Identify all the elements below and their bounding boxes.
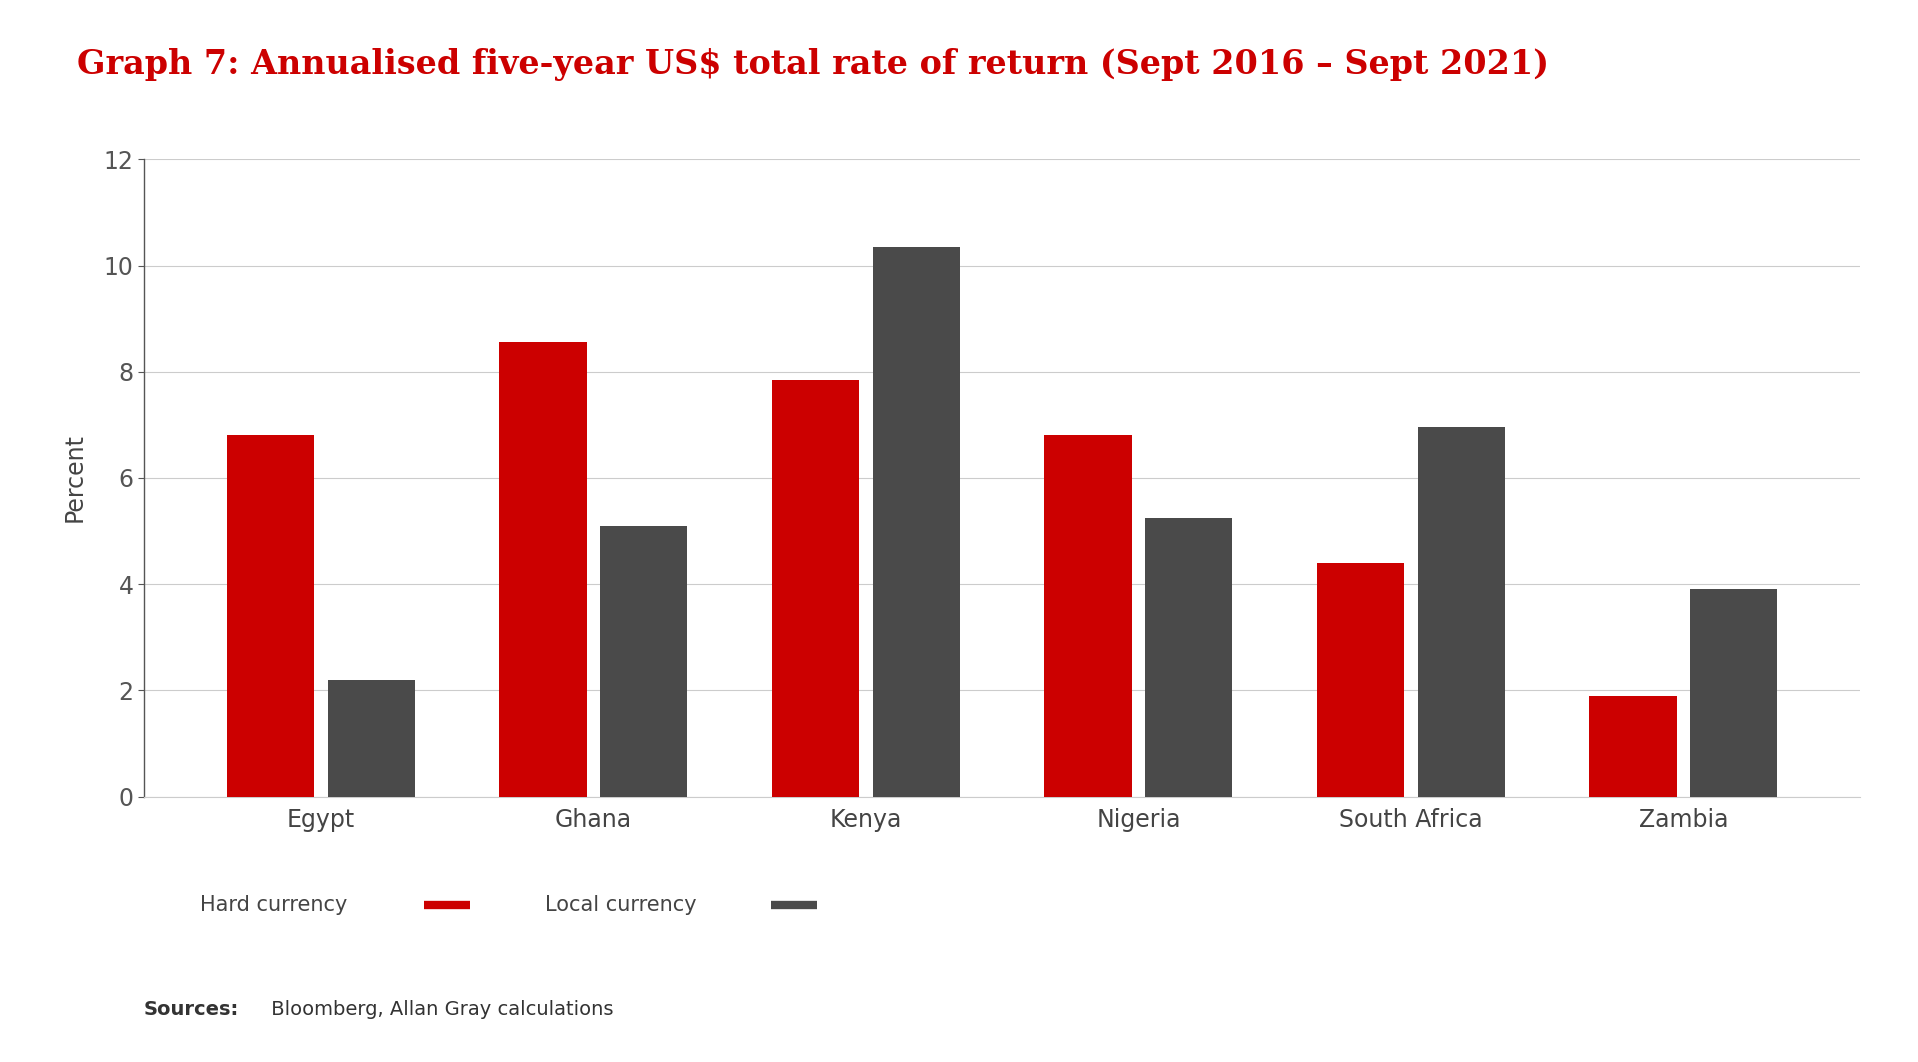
Bar: [499, 342, 587, 796]
Bar: [873, 247, 959, 796]
Bar: [328, 680, 414, 796]
Bar: [600, 526, 687, 796]
Bar: [1045, 435, 1132, 796]
Text: Sources:: Sources:: [144, 1000, 240, 1020]
Bar: [1690, 589, 1778, 796]
Text: Graph 7: Annualised five-year US$ total rate of return (Sept 2016 – Sept 2021): Graph 7: Annualised five-year US$ total …: [77, 48, 1548, 81]
Text: Hard currency: Hard currency: [199, 895, 347, 915]
Bar: [1145, 518, 1233, 796]
Bar: [1590, 696, 1676, 796]
Text: Local currency: Local currency: [545, 895, 696, 915]
Y-axis label: Percent: Percent: [63, 433, 86, 523]
Bar: [1318, 563, 1404, 796]
Bar: [1417, 428, 1506, 796]
Text: Bloomberg, Allan Gray calculations: Bloomberg, Allan Gray calculations: [265, 1000, 614, 1020]
Bar: [771, 380, 859, 796]
Bar: [226, 435, 315, 796]
